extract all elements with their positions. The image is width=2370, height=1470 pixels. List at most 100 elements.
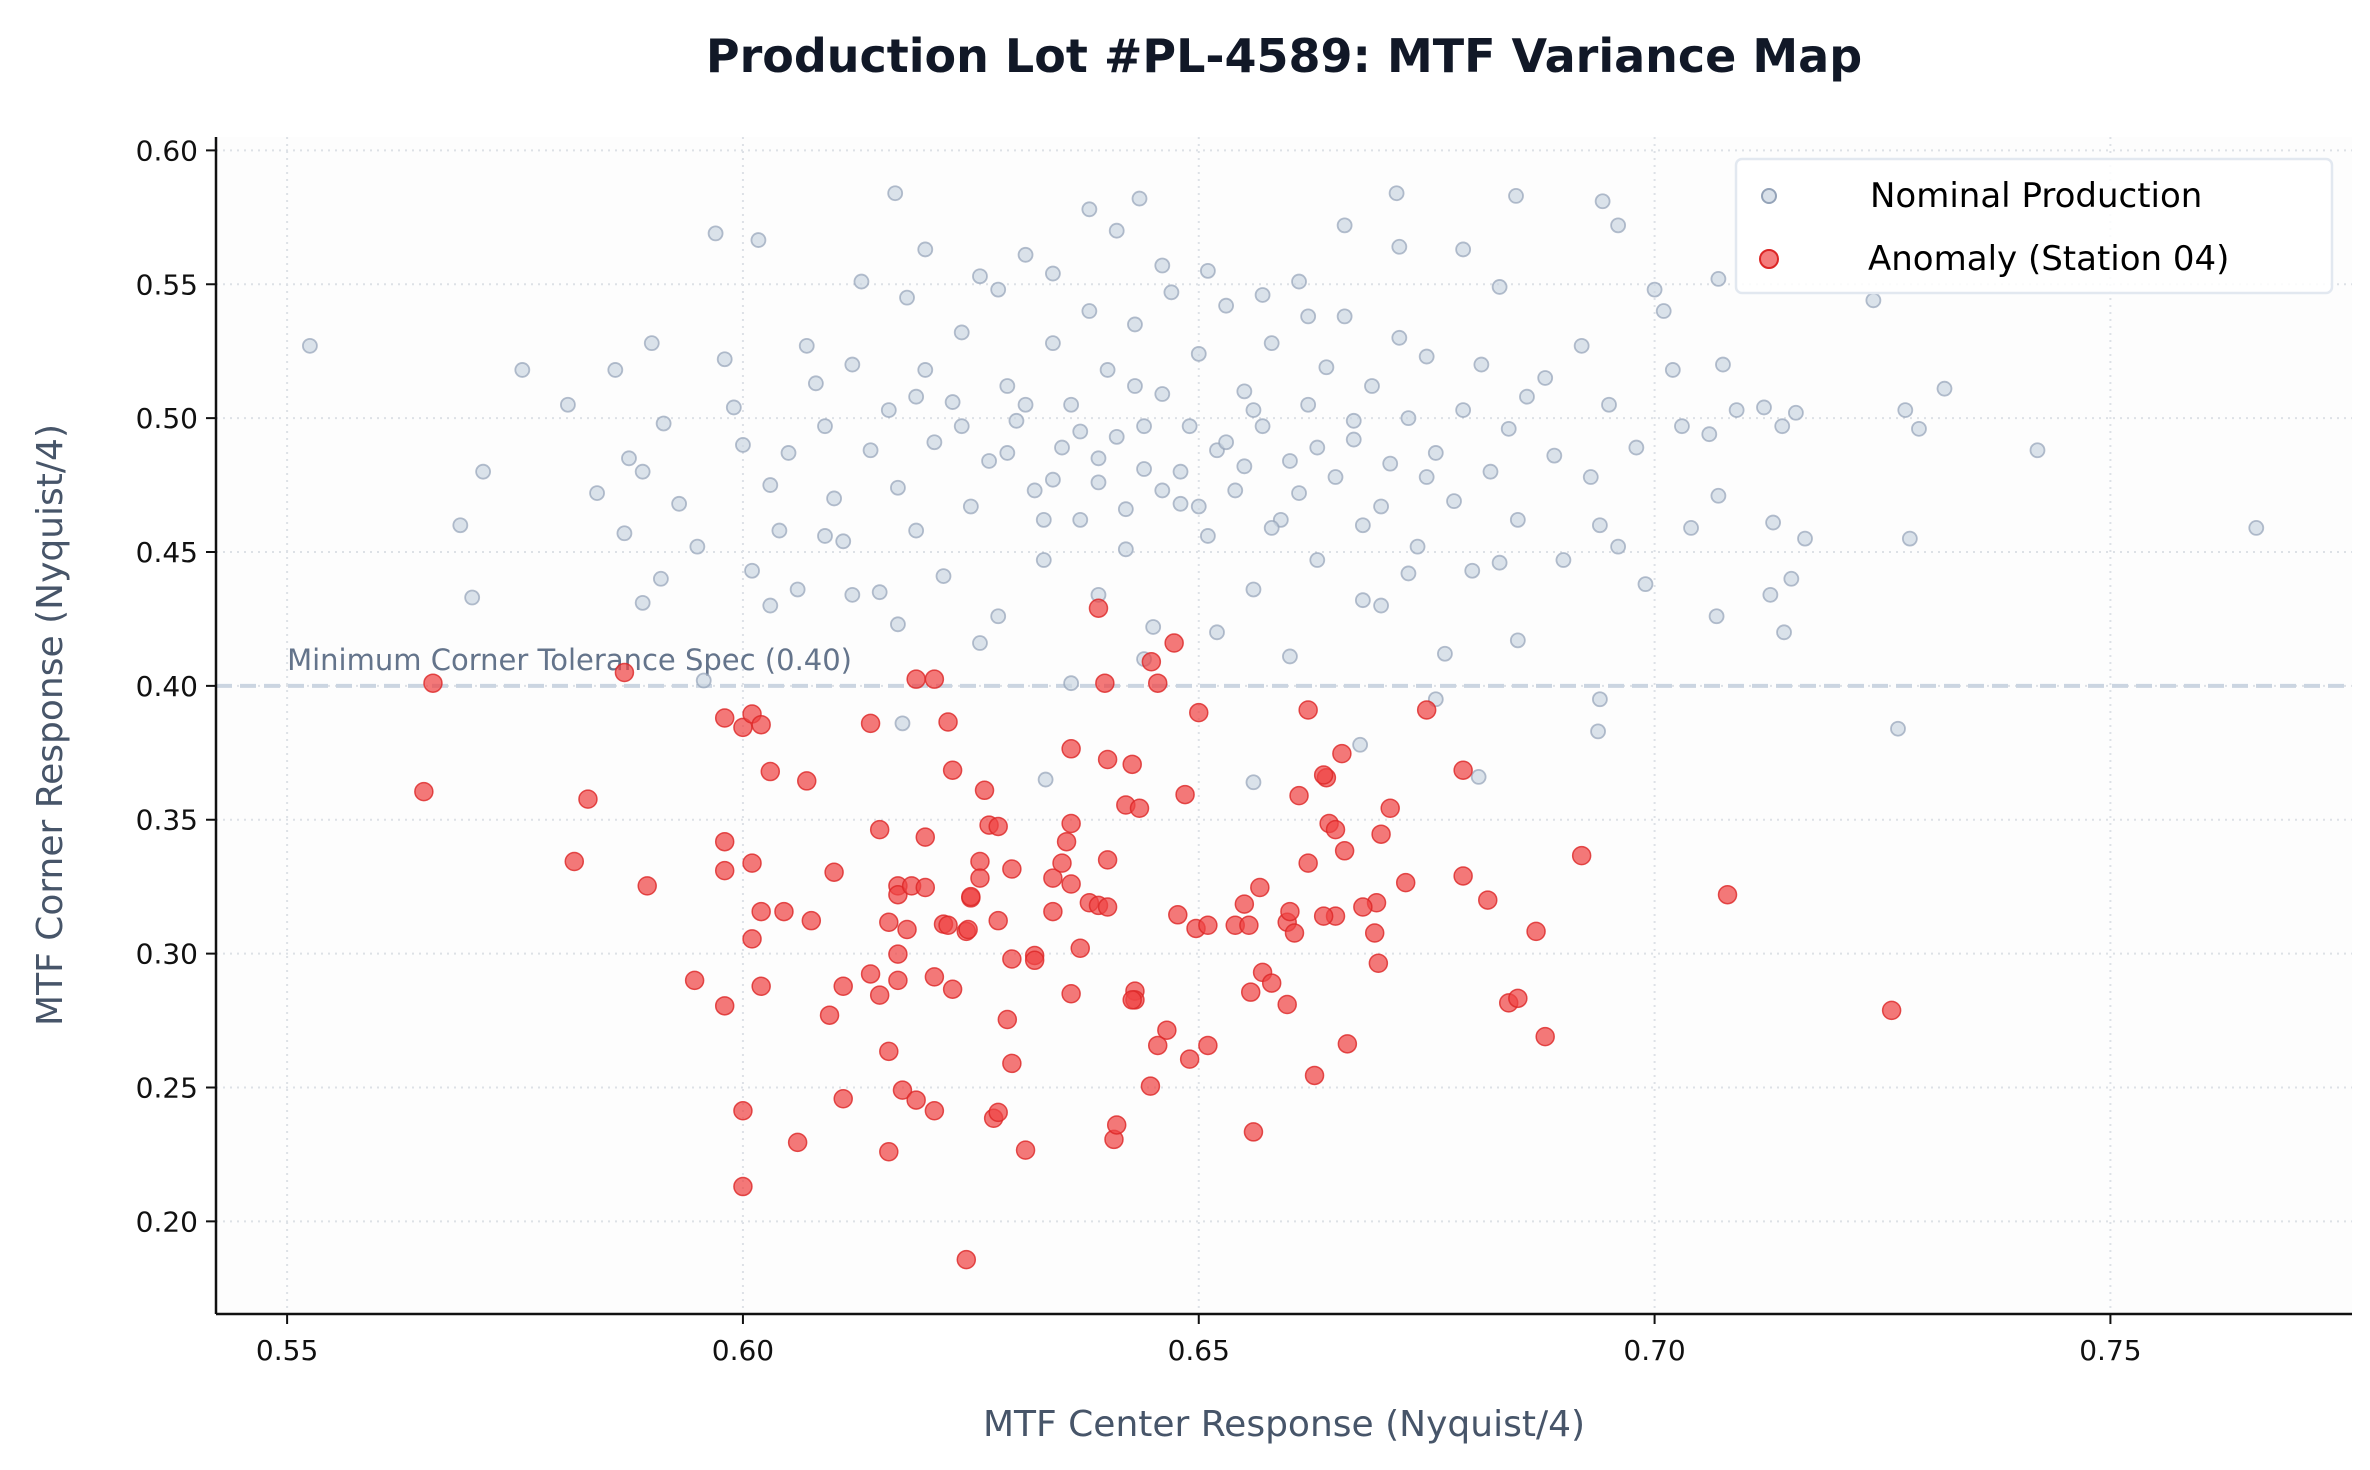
nominal-point	[1701, 426, 1718, 443]
nominal-point	[826, 490, 842, 507]
nominal-point	[1026, 482, 1043, 499]
anomaly-point	[1325, 819, 1346, 840]
nominal-point	[1044, 471, 1061, 488]
nominal-point	[621, 450, 637, 467]
anomaly-point	[1416, 700, 1437, 720]
anomaly-point	[1313, 765, 1334, 785]
nominal-point	[1063, 675, 1080, 692]
nominal-point	[1865, 292, 1882, 309]
anomaly-point	[988, 1102, 1008, 1123]
nominal-point	[1509, 511, 1526, 528]
nominal-point	[1508, 188, 1524, 204]
x-tick-label: 0.55	[256, 1334, 318, 1367]
nominal-point	[1090, 474, 1107, 491]
series-anomaly	[414, 598, 1902, 1270]
anomaly-point	[1157, 1020, 1177, 1040]
anomaly-point	[1571, 845, 1592, 866]
nominal-point	[944, 394, 961, 410]
x-tick-label: 0.65	[1168, 1334, 1230, 1367]
anomaly-point	[1179, 1049, 1200, 1069]
nominal-point	[634, 594, 651, 611]
nominal-point	[2029, 442, 2046, 459]
nominal-point	[452, 517, 469, 534]
nominal-point	[1309, 439, 1326, 456]
anomaly-point	[938, 915, 958, 935]
nominal-point	[762, 477, 779, 493]
plot-background	[216, 137, 2352, 1314]
anomaly-point	[1240, 982, 1261, 1002]
nominal-point	[616, 525, 633, 542]
nominal-point	[1190, 498, 1207, 515]
anomaly-point	[1453, 760, 1473, 780]
nominal-point	[302, 337, 318, 354]
nominal-point	[1199, 528, 1216, 544]
nominal-point	[1309, 552, 1326, 568]
legend-label-anomaly: Anomaly (Station 04)	[1868, 239, 2229, 279]
nominal-point	[798, 337, 815, 354]
anomaly-point	[1239, 915, 1259, 935]
nominal-point	[990, 608, 1007, 625]
anomaly-point	[860, 964, 881, 984]
nominal-point	[1774, 418, 1791, 435]
nominal-point	[735, 437, 751, 453]
nominal-point	[1582, 469, 1599, 485]
anomaly-point	[1526, 921, 1546, 942]
anomaly-point	[423, 673, 443, 693]
nominal-point	[844, 586, 861, 603]
anomaly-point	[938, 712, 958, 732]
data-points	[302, 185, 2265, 1270]
nominal-point	[1300, 308, 1317, 325]
anomaly-point	[869, 819, 890, 840]
nominal-point	[1199, 262, 1216, 279]
nominal-point	[953, 418, 970, 435]
nominal-point	[1708, 608, 1725, 625]
nominal-point	[1391, 329, 1408, 346]
nominal-point	[1473, 356, 1490, 373]
nominal-point	[1345, 412, 1362, 429]
anomaly-point	[1043, 868, 1063, 888]
nominal-point	[1154, 482, 1171, 499]
nominal-point	[1063, 396, 1080, 413]
anomaly-point	[819, 1005, 840, 1025]
nominal-point	[1783, 570, 1800, 587]
nominal-point	[1455, 402, 1472, 418]
nominal-point	[1282, 453, 1298, 469]
nominal-point	[1131, 190, 1148, 207]
anomaly-point	[888, 884, 908, 905]
anomaly-point	[924, 967, 945, 987]
anomaly-point	[714, 996, 735, 1016]
y-tick-label: 0.20	[136, 1205, 198, 1238]
anomaly-point	[1052, 853, 1072, 873]
nominal-point	[880, 402, 897, 418]
nominal-point	[862, 442, 879, 459]
legend-marker-nominal	[1761, 188, 1777, 204]
anomaly-point	[1298, 700, 1318, 720]
nominal-point	[1154, 257, 1171, 274]
nominal-point	[887, 185, 904, 202]
anomaly-point	[1061, 739, 1081, 759]
nominal-point	[1655, 303, 1672, 319]
nominal-point	[1601, 396, 1617, 413]
nominal-point	[1555, 552, 1572, 568]
nominal-point	[1500, 420, 1517, 437]
anomaly-point	[578, 789, 598, 809]
x-tick-label: 0.60	[712, 1334, 774, 1367]
nominal-point	[981, 453, 997, 469]
nominal-point	[1674, 418, 1690, 435]
nominal-point	[1209, 624, 1225, 641]
nominal-point	[762, 597, 779, 614]
nominal-point	[643, 335, 660, 352]
nominal-point	[1890, 720, 1906, 737]
anomaly-point	[1061, 874, 1081, 894]
nominal-point	[999, 445, 1016, 461]
nominal-point	[671, 495, 688, 512]
anomaly-point	[1478, 890, 1498, 910]
nominal-point	[1227, 482, 1244, 499]
anomaly-point	[1334, 841, 1355, 861]
anomaly-point	[1234, 894, 1255, 914]
nominal-point	[1546, 447, 1563, 464]
nominal-point	[972, 268, 988, 285]
nominal-point	[1245, 402, 1262, 418]
anomaly-point	[733, 1101, 753, 1121]
anomaly-point	[1164, 633, 1184, 653]
